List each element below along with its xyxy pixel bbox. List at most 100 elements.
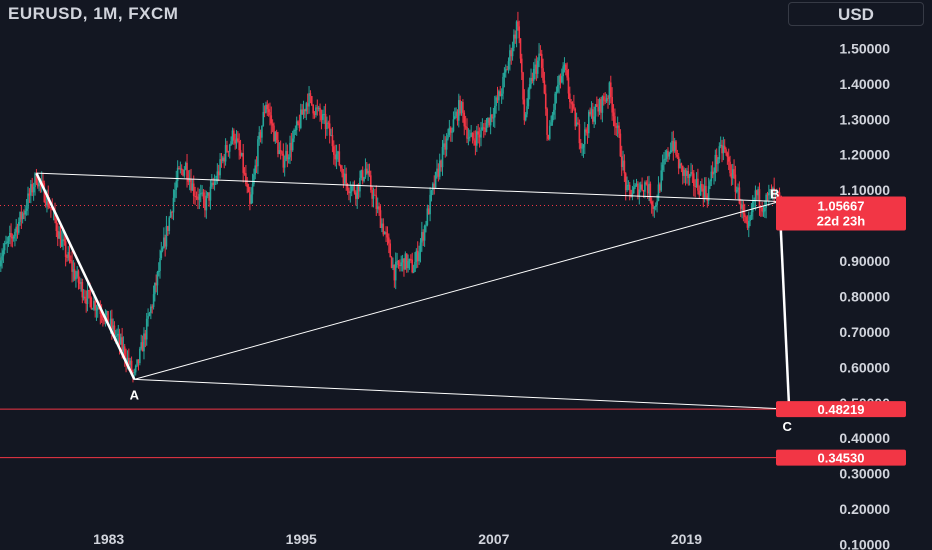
candle-body (597, 106, 599, 112)
candle-body (742, 204, 745, 214)
candle-body (359, 177, 361, 192)
candle-body (148, 312, 151, 316)
candle-body (622, 160, 624, 167)
candle-body (278, 150, 281, 155)
candle-body (152, 294, 155, 307)
candle-body (6, 241, 9, 244)
candle-body (499, 91, 502, 97)
candle-body (403, 258, 405, 270)
candle-body (219, 159, 221, 176)
candle-body (36, 183, 39, 187)
candle-body (492, 117, 495, 119)
y-axis: 1.600001.500001.400001.300001.200001.100… (839, 5, 890, 550)
candle-body (267, 109, 270, 113)
candle-body (180, 168, 183, 170)
candle-body (100, 314, 103, 318)
candle-body (157, 270, 160, 272)
candle-body (680, 163, 683, 166)
candle-body (186, 162, 188, 179)
candle-body (703, 185, 706, 199)
candle-body (555, 91, 558, 94)
candle-body (334, 154, 336, 160)
candle-body (99, 308, 102, 315)
level-badge-text: 0.34530 (818, 451, 865, 466)
candle-body (470, 132, 472, 137)
candle-body (112, 325, 114, 330)
candle-body (262, 111, 265, 126)
candle-body (130, 360, 133, 373)
candle-body (194, 195, 196, 197)
candle-body (630, 189, 632, 197)
candle-body (1, 256, 3, 261)
candle-body (140, 342, 143, 349)
candle-body (198, 194, 201, 200)
candle-body (592, 109, 594, 122)
candle-body (378, 206, 380, 211)
line-a-c (134, 378, 790, 410)
candle-body (421, 232, 423, 243)
candle-body (42, 180, 44, 184)
candle-body (477, 131, 479, 135)
candle-body (514, 34, 517, 39)
candle-body (163, 237, 165, 248)
candle-body (132, 372, 134, 374)
candle-body (188, 179, 191, 182)
candle-body (721, 144, 723, 154)
candle-body (168, 217, 171, 231)
y-tick-label: 0.90000 (839, 253, 890, 269)
candle-body (150, 306, 152, 313)
candle-body (770, 189, 773, 196)
candle-body (513, 34, 515, 48)
candle-body (458, 100, 460, 121)
candle-body (216, 171, 219, 182)
candle-body (427, 208, 430, 215)
candle-body (698, 190, 701, 196)
candle-body (114, 335, 117, 337)
x-tick-label: 1983 (93, 531, 124, 547)
candle-body (286, 151, 289, 160)
candle-body (48, 206, 51, 208)
candle-body (226, 145, 228, 152)
candle-body (563, 64, 566, 67)
candle-body (134, 365, 137, 373)
candle-body (623, 160, 626, 174)
point-label-b: B (770, 187, 779, 202)
candle-body (548, 125, 551, 139)
candle-body (338, 151, 341, 166)
candle-body (440, 160, 442, 168)
candle-body (249, 192, 251, 204)
candle-body (109, 318, 112, 326)
candle-body (526, 106, 528, 115)
candle-body (515, 21, 518, 39)
x-tick-label: 2019 (671, 531, 702, 547)
candle-body (559, 75, 562, 83)
line-a-b (134, 201, 780, 380)
candle-body (443, 143, 445, 148)
candle-body (10, 232, 12, 237)
candle-body (653, 206, 656, 209)
candle-body (504, 69, 507, 73)
candle-body (707, 186, 710, 201)
candle-body (628, 184, 631, 190)
candle-body (433, 183, 436, 188)
candle-body (697, 178, 699, 191)
candle-body (394, 261, 397, 281)
candle-body (449, 127, 452, 133)
candle-body (570, 102, 572, 104)
candle-body (313, 113, 316, 115)
candle-body (543, 80, 546, 94)
candle-body (360, 170, 363, 178)
candle-body (5, 243, 7, 245)
candle-body (122, 346, 125, 351)
candle-body (586, 131, 589, 134)
candle-body (589, 111, 591, 115)
candle-body (8, 232, 11, 238)
candle-body (496, 97, 499, 101)
candle-body (758, 189, 761, 207)
candle-body (257, 139, 259, 167)
candle-body (562, 66, 564, 77)
candle-body (317, 107, 320, 109)
currency-button[interactable]: USD (788, 2, 924, 26)
candle-body (502, 76, 504, 94)
